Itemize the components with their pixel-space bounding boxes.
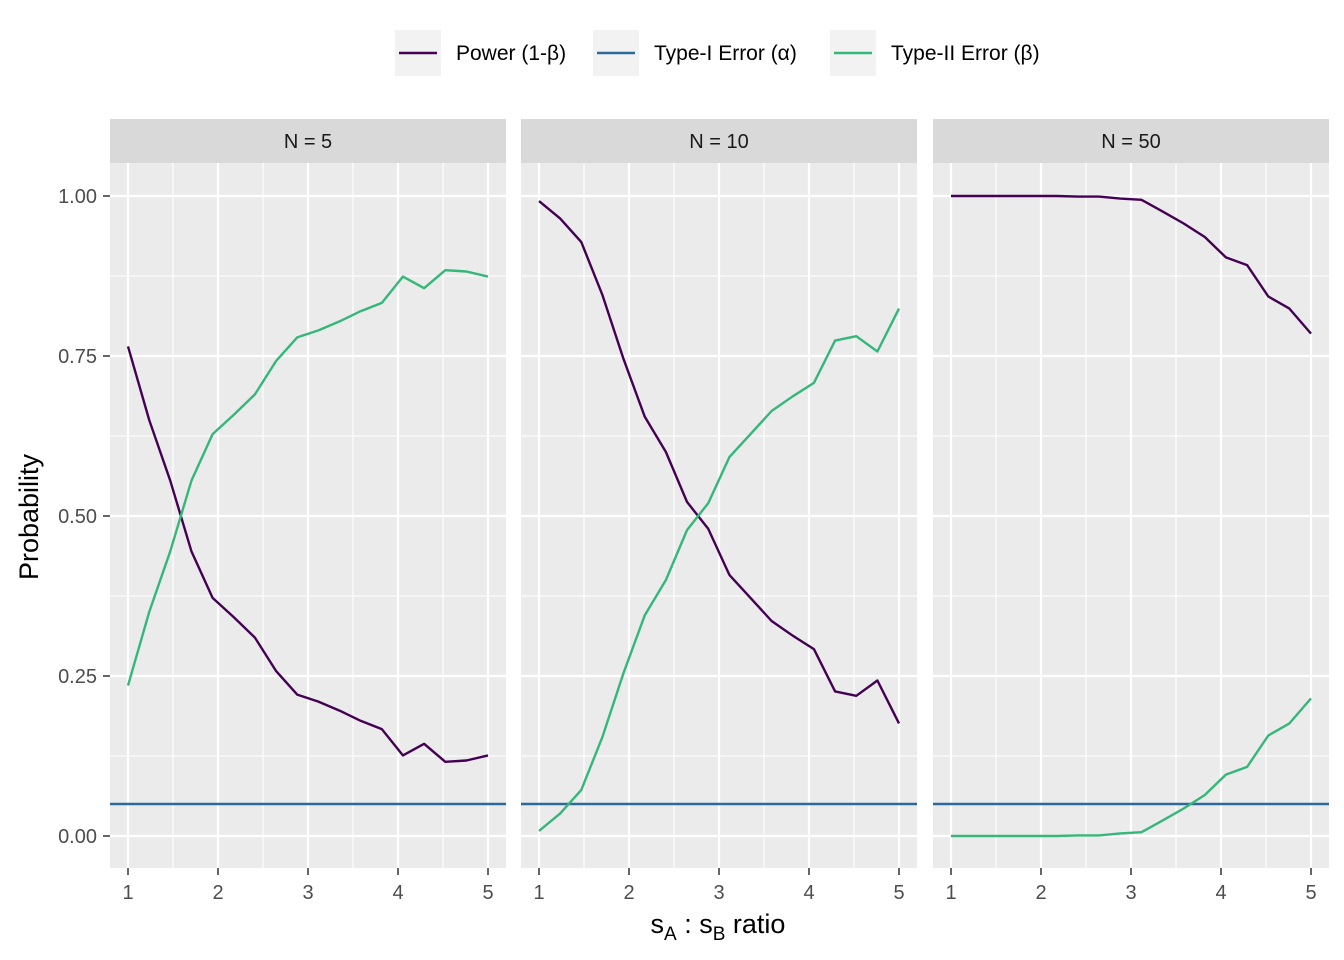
panel-strip bbox=[110, 119, 506, 163]
x-tick-label: 2 bbox=[212, 882, 223, 904]
x-axes: 1 2 3 4 5 1 2 3 4 5 1 2 3 4 5 bbox=[122, 868, 1317, 904]
series-line-power-1 bbox=[126, 346, 489, 763]
panel-strip bbox=[933, 119, 1329, 163]
x-axis-panel-2: 1 2 3 4 5 bbox=[533, 868, 905, 904]
legend-label: Power (1-β) bbox=[456, 42, 566, 65]
y-tick-label: 0.75 bbox=[58, 346, 97, 368]
x-tick-label: 4 bbox=[1215, 882, 1226, 904]
series-line-type-ii-error bbox=[538, 308, 901, 832]
x-axis-title-s2: s bbox=[699, 909, 713, 939]
x-axis-panel-3: 1 2 3 4 5 bbox=[945, 868, 1317, 904]
x-tick-label: 5 bbox=[482, 882, 493, 904]
y-tick-label: 0.00 bbox=[58, 826, 97, 848]
x-tick-label: 2 bbox=[623, 882, 634, 904]
x-tick-label: 5 bbox=[1305, 882, 1316, 904]
legend-label: Type-I Error (α) bbox=[654, 42, 797, 65]
legend-item-type-ii-error: Type-II Error (β) bbox=[830, 30, 1040, 76]
x-axis-title-sep: : bbox=[677, 909, 700, 939]
x-tick-label: 2 bbox=[1035, 882, 1046, 904]
x-tick-label: 3 bbox=[713, 882, 724, 904]
x-tick-label: 4 bbox=[803, 882, 814, 904]
series-line-type-ii-error bbox=[126, 269, 489, 686]
y-axis-title: Probability bbox=[14, 453, 44, 580]
y-tick-label: 1.00 bbox=[58, 186, 97, 208]
x-tick-label: 3 bbox=[302, 882, 313, 904]
panel-strip-label: N = 10 bbox=[689, 131, 748, 153]
x-axis-title-sub-a: A bbox=[664, 924, 677, 945]
y-tick-label: 0.25 bbox=[58, 666, 97, 688]
panel-3: N = 50 bbox=[933, 119, 1329, 868]
legend-label: Type-II Error (β) bbox=[891, 42, 1040, 65]
legend: Power (1-β) Type-I Error (α) Type-II Error… bbox=[395, 30, 1040, 76]
x-tick-label: 1 bbox=[122, 882, 133, 904]
x-axis-title-sub-b: B bbox=[713, 924, 726, 945]
x-tick-label: 5 bbox=[893, 882, 904, 904]
x-axis-title-s1: s bbox=[651, 909, 665, 939]
y-tick-label: 0.50 bbox=[58, 506, 97, 528]
panel-strip bbox=[521, 119, 917, 163]
x-tick-label: 4 bbox=[392, 882, 403, 904]
series-lines bbox=[521, 200, 917, 832]
panel-strip-label: N = 50 bbox=[1101, 131, 1160, 153]
panels: N = 5 N = 10 N = 50 bbox=[110, 119, 1329, 868]
panel-2: N = 10 bbox=[521, 119, 917, 868]
y-axis: 0.00 0.25 0.50 0.75 1.00 bbox=[58, 186, 110, 848]
series-line-power-1 bbox=[538, 200, 901, 724]
panel-1: N = 5 bbox=[110, 119, 506, 868]
panel-strip-label: N = 5 bbox=[284, 131, 332, 153]
legend-item-power-1: Power (1-β) bbox=[395, 30, 566, 76]
x-tick-label: 1 bbox=[945, 882, 956, 904]
x-axis-title: sA : sB ratio bbox=[651, 909, 786, 945]
x-tick-label: 3 bbox=[1125, 882, 1136, 904]
series-line-power-1 bbox=[951, 194, 1312, 335]
legend-item-type-i-error: Type-I Error (α) bbox=[593, 30, 797, 76]
x-axis-title-tail: ratio bbox=[725, 909, 785, 939]
series-lines bbox=[110, 269, 506, 806]
series-line-type-ii-error bbox=[951, 697, 1312, 838]
x-axis-panel-1: 1 2 3 4 5 bbox=[122, 868, 494, 904]
x-tick-label: 1 bbox=[533, 882, 544, 904]
series-lines bbox=[933, 194, 1329, 838]
gridlines bbox=[521, 163, 917, 868]
